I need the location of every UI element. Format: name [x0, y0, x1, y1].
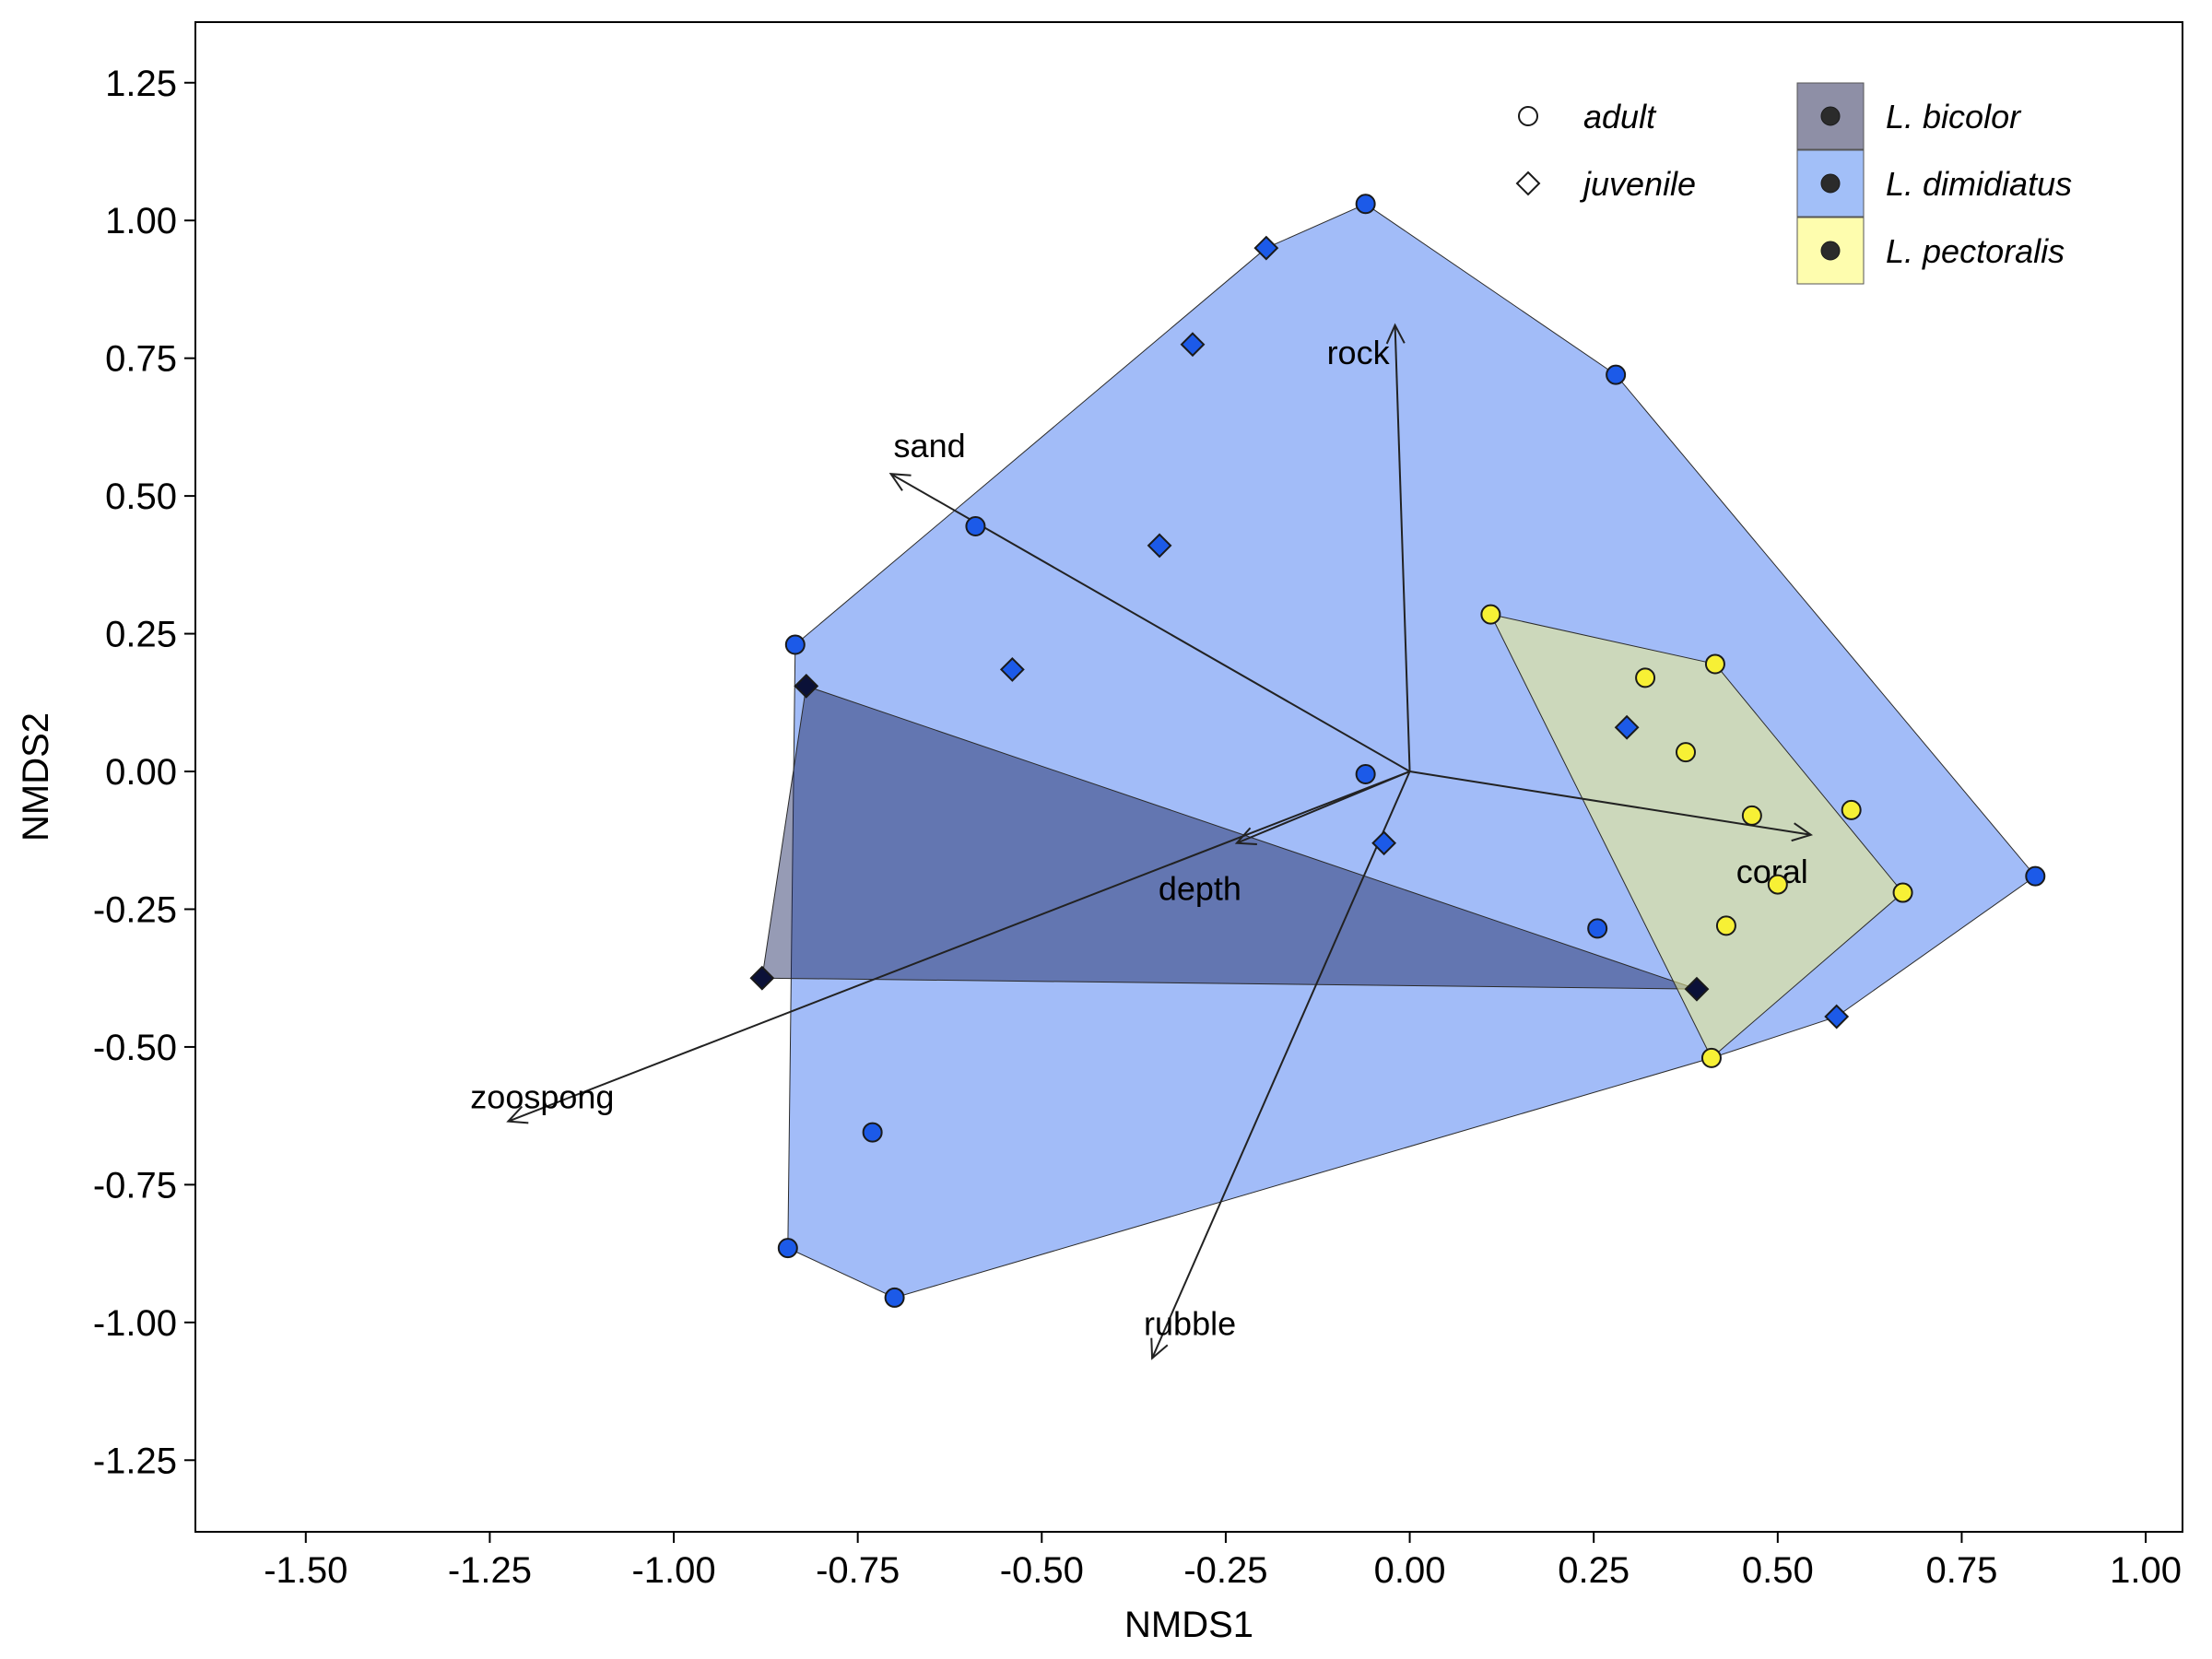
vector-label-sand: sand	[894, 427, 966, 465]
point-l-dimidiatus-adult	[965, 515, 986, 536]
y-tick-label: -0.25	[93, 889, 177, 930]
y-tick-label: 0.75	[105, 339, 177, 380]
x-tick-label: 0.25	[1558, 1550, 1630, 1591]
y-tick-label: 1.25	[105, 64, 177, 104]
point-l-pectoralis-adult	[1715, 915, 1736, 936]
legend-l-dimidiatus-label: L. dimidiatus	[1886, 165, 2072, 203]
plot-panel-border	[194, 21, 2183, 1533]
legend: adult juvenile L. bicolor L. dimidiatus L. p…	[1515, 82, 2072, 285]
x-tick-label: 0.50	[1742, 1550, 1814, 1591]
legend-l-bicolor-key-point	[1820, 106, 1841, 126]
vector-arrowhead-depth	[1234, 827, 1257, 845]
x-axis: -1.50 -1.25 -1.00 -0.75 -0.50 -0.25 0.00 0.25 0.…	[264, 1532, 2182, 1591]
x-tick-label: -1.50	[264, 1550, 347, 1591]
x-tick-label: -0.75	[816, 1550, 900, 1591]
legend-l-bicolor-label: L. bicolor	[1886, 98, 2022, 135]
y-tick-label: 0.25	[105, 615, 177, 655]
point-l-dimidiatus-juvenile	[1180, 332, 1206, 358]
x-tick-label: -1.00	[631, 1550, 715, 1591]
y-tick-label: 0.00	[105, 752, 177, 793]
y-tick-label: -0.75	[93, 1165, 177, 1206]
point-l-pectoralis-adult	[1741, 805, 1762, 826]
vector-zoospong	[508, 771, 1410, 1123]
point-l-dimidiatus-adult	[862, 1122, 883, 1143]
legend-l-bicolor-key	[1796, 82, 1865, 150]
legend-juvenile-key	[1515, 171, 1541, 196]
point-l-dimidiatus-adult	[777, 1238, 798, 1259]
x-tick-label: -0.50	[1000, 1550, 1084, 1591]
point-l-pectoralis-adult	[1676, 742, 1696, 763]
point-l-dimidiatus-adult	[1355, 194, 1376, 215]
x-tick-label: 1.00	[2110, 1550, 2182, 1591]
legend-juvenile-label: juvenile	[1579, 165, 1696, 203]
point-l-bicolor-juvenile	[1684, 976, 1710, 1002]
vector-rubble	[1151, 771, 1411, 1359]
point-l-dimidiatus-adult	[1606, 364, 1627, 385]
point-l-dimidiatus-adult	[1587, 918, 1608, 939]
vector-coral	[1409, 771, 1811, 836]
vector-arrowhead-coral	[1791, 822, 1814, 842]
vector-arrowhead-rock	[1385, 323, 1406, 345]
point-l-pectoralis-adult	[1892, 882, 1913, 903]
vector-arrowhead-rubble	[1150, 1337, 1169, 1360]
point-l-dimidiatus-juvenile	[1147, 533, 1172, 559]
legend-adult-key	[1518, 106, 1538, 126]
point-l-pectoralis-adult	[1704, 653, 1725, 675]
y-tick-label: 1.00	[105, 201, 177, 241]
point-l-dimidiatus-adult	[2025, 865, 2046, 887]
point-l-bicolor-juvenile	[749, 965, 775, 991]
point-l-pectoralis-adult	[1841, 799, 1862, 820]
legend-adult-label: adult	[1583, 98, 1657, 135]
vector-arrowhead-zoospong	[506, 1105, 529, 1124]
point-l-dimidiatus-juvenile	[1253, 235, 1279, 261]
x-tick-label: 0.00	[1374, 1550, 1446, 1591]
vector-label-rock: rock	[1327, 334, 1391, 371]
hull-layer	[761, 203, 2037, 1299]
y-tick-label: -1.25	[93, 1441, 177, 1481]
vector-arrowhead-sand	[888, 473, 912, 491]
point-l-dimidiatus-juvenile	[1824, 1004, 1850, 1030]
x-tick-label: -0.25	[1183, 1550, 1267, 1591]
point-l-dimidiatus-adult	[884, 1287, 905, 1308]
legend-l-dimidiatus-key-point	[1820, 173, 1841, 194]
vector-label-depth: depth	[1159, 870, 1241, 908]
y-tick-label: -1.00	[93, 1303, 177, 1344]
x-tick-label: -1.25	[448, 1550, 532, 1591]
point-l-dimidiatus-adult	[1355, 764, 1376, 785]
point-l-pectoralis-adult	[1635, 667, 1656, 688]
point-l-dimidiatus-juvenile	[1371, 830, 1397, 856]
point-layer	[749, 194, 2046, 1308]
y-tick-label: 0.50	[105, 477, 177, 517]
vector-rock	[1394, 324, 1411, 772]
point-l-pectoralis-adult	[1480, 604, 1501, 625]
point-l-dimidiatus-juvenile	[1614, 714, 1640, 740]
vector-label-zoospong: zoospong	[470, 1078, 614, 1116]
point-l-pectoralis-adult	[1767, 874, 1788, 895]
y-axis-title: NMDS2	[16, 712, 56, 841]
legend-l-pectoralis-key-point	[1820, 241, 1841, 261]
vector-label-rubble: rubble	[1144, 1305, 1236, 1343]
point-l-dimidiatus-adult	[784, 634, 806, 655]
legend-l-pectoralis-label: L. pectoralis	[1886, 232, 2065, 270]
y-tick-label: -0.50	[93, 1028, 177, 1068]
x-axis-title: NMDS1	[1124, 1605, 1253, 1645]
point-l-bicolor-juvenile	[794, 673, 819, 699]
point-l-pectoralis-adult	[1700, 1047, 1722, 1068]
y-axis: 1.25 1.00 0.75 0.50 0.25 0.00 -0.25 -0.50 -0.75 -…	[93, 64, 195, 1481]
point-l-dimidiatus-juvenile	[999, 657, 1025, 682]
x-tick-label: 0.75	[1926, 1550, 1998, 1591]
